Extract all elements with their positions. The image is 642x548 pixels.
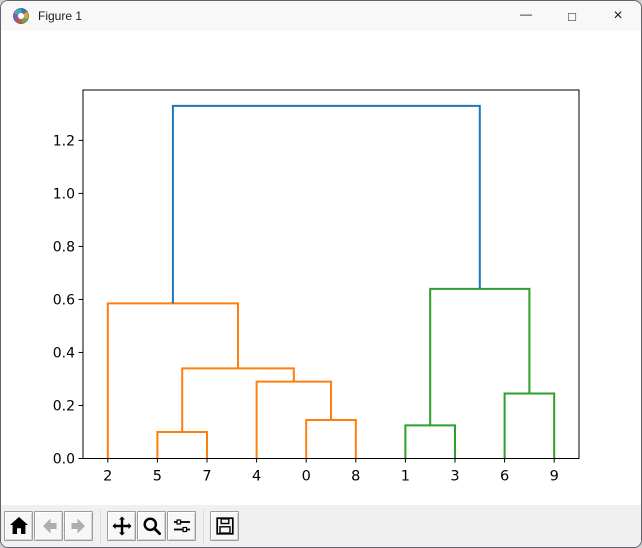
- x-tick-label: 7: [202, 469, 211, 485]
- save-button[interactable]: [210, 511, 239, 541]
- sliders-icon: [173, 519, 190, 533]
- dendrogram-link: [156, 430, 208, 459]
- toolbar-separator: [100, 509, 101, 543]
- y-tick-label: 1.2: [53, 133, 75, 149]
- window-title: Figure 1: [38, 9, 83, 23]
- minimize-icon: —: [520, 7, 532, 21]
- x-tick-label: 5: [153, 469, 162, 485]
- close-icon: ×: [613, 7, 623, 24]
- configure-subplots-button[interactable]: [167, 511, 196, 541]
- y-tick-label: 0.4: [53, 345, 75, 361]
- arrow-right-icon: [71, 518, 85, 534]
- title-bar: Figure 1 — □ ×: [1, 1, 641, 31]
- x-tick-label: 8: [351, 469, 360, 485]
- y-tick-label: 0.0: [53, 452, 75, 468]
- move-icon: [112, 516, 131, 536]
- toolbar-separator: [203, 509, 204, 543]
- maximize-button[interactable]: □: [549, 1, 595, 31]
- forward-button[interactable]: [64, 511, 93, 541]
- x-tick-label: 4: [252, 469, 261, 485]
- y-tick-label: 0.6: [53, 292, 75, 308]
- close-button[interactable]: ×: [595, 1, 641, 31]
- home-button[interactable]: [4, 511, 33, 541]
- x-tick-label: 3: [450, 469, 459, 485]
- pan-button[interactable]: [107, 511, 136, 541]
- minimize-button[interactable]: —: [503, 1, 549, 31]
- matplotlib-logo-icon: [13, 8, 29, 24]
- dendrogram-link: [503, 392, 556, 459]
- home-icon: [9, 517, 28, 534]
- zoom-button[interactable]: [137, 511, 166, 541]
- dendrogram-link: [181, 367, 295, 432]
- dendrogram-link: [404, 424, 456, 459]
- x-tick-label: 9: [550, 469, 559, 485]
- y-tick-label: 0.8: [53, 239, 75, 255]
- dendrogram-link: [429, 287, 531, 426]
- x-tick-label: 6: [500, 469, 509, 485]
- arrow-left-icon: [42, 518, 56, 534]
- maximize-icon: □: [568, 8, 576, 24]
- x-tick-label: 1: [401, 469, 410, 485]
- x-tick-label: 0: [302, 469, 311, 485]
- dendrogram-links: [106, 104, 556, 459]
- dendrogram-plot: 0.0 0.2 0.4 0.6 0.8 1.0 1.2 2 5 7 4 0 8 1 3 6 9: [53, 89, 580, 485]
- caption-buttons: — □ ×: [503, 1, 641, 31]
- y-tick-label: 1.0: [53, 186, 75, 202]
- y-axis: 0.0 0.2 0.4 0.6 0.8 1.0 1.2: [53, 133, 83, 468]
- dendrogram-link: [305, 419, 357, 459]
- x-tick-label: 2: [103, 469, 112, 485]
- y-tick-label: 0.2: [53, 398, 75, 414]
- x-axis: 2 5 7 4 0 8 1 3 6 9: [103, 458, 559, 485]
- navigation-toolbar: [1, 505, 641, 547]
- floppy-disk-icon: [215, 517, 234, 535]
- figure-canvas[interactable]: 0.0 0.2 0.4 0.6 0.8 1.0 1.2 2 5 7 4 0 8 1 3 6 9: [1, 31, 641, 507]
- dendrogram-link: [171, 104, 481, 304]
- dendrogram-link: [106, 302, 239, 459]
- axes-frame: [82, 89, 580, 459]
- back-button[interactable]: [34, 511, 63, 541]
- magnifier-icon: [143, 517, 161, 536]
